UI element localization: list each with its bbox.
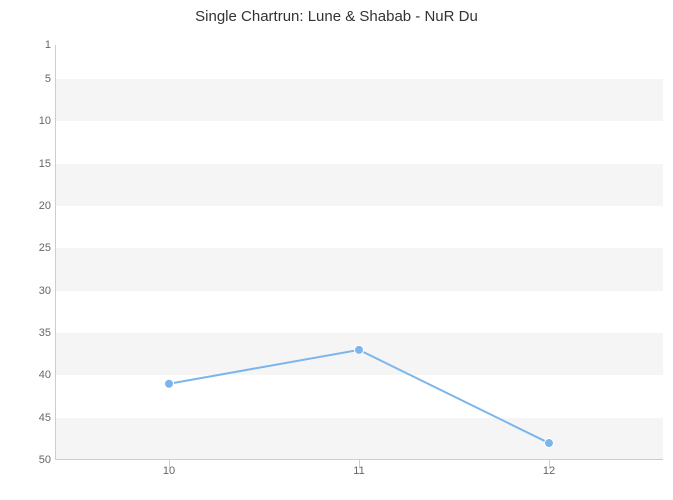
- data-point-marker[interactable]: [165, 379, 174, 388]
- x-tick-label: 10: [163, 465, 175, 477]
- y-tick-label: 40: [11, 369, 51, 381]
- y-tick-label: 25: [11, 242, 51, 254]
- data-point-marker[interactable]: [545, 439, 554, 448]
- x-tick-label: 11: [353, 465, 364, 477]
- chart-container: Single Chartrun: Lune & Shabab - NuR Du …: [0, 0, 673, 500]
- y-tick-label: 1: [11, 39, 51, 51]
- series-line: [169, 350, 549, 443]
- y-tick-label: 30: [11, 285, 51, 297]
- chart-title: Single Chartrun: Lune & Shabab - NuR Du: [0, 8, 673, 25]
- y-tick-label: 35: [11, 327, 51, 339]
- y-tick-label: 20: [11, 200, 51, 212]
- plot-area: [55, 45, 663, 460]
- y-tick-label: 15: [11, 158, 51, 170]
- y-tick-label: 50: [11, 454, 51, 466]
- y-tick-label: 5: [11, 73, 51, 85]
- y-tick-label: 10: [11, 115, 51, 127]
- data-point-marker[interactable]: [355, 345, 364, 354]
- y-tick-label: 45: [11, 412, 51, 424]
- line-series-layer: [55, 45, 663, 460]
- x-tick-label: 12: [543, 465, 555, 477]
